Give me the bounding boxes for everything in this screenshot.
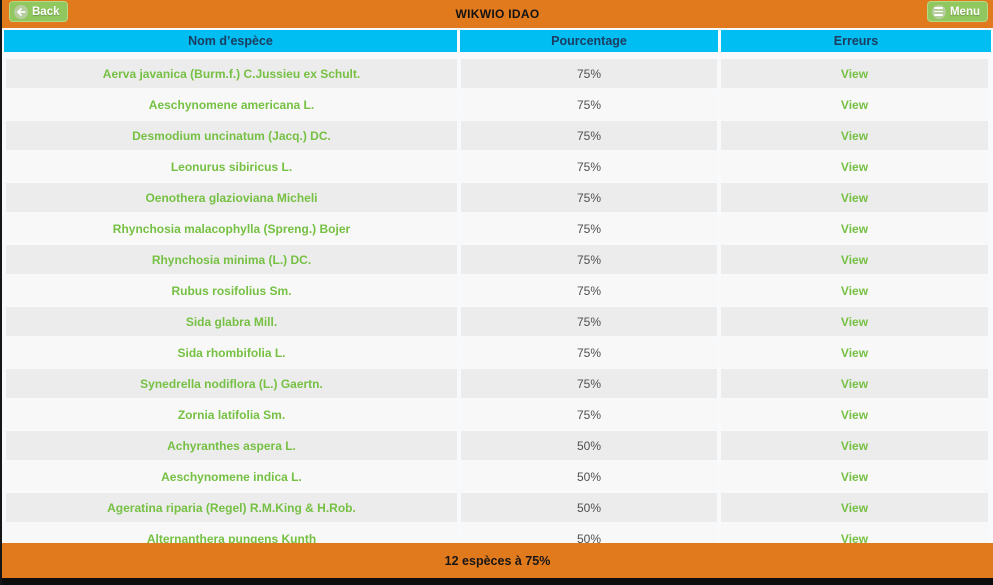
species-name-link[interactable]: Aeschynomene americana L. [6, 90, 457, 119]
species-name-link[interactable]: Rubus rosifolius Sm. [6, 276, 457, 305]
species-table-body: Aerva javanica (Burm.f.) C.Jussieu ex Sc… [6, 59, 988, 543]
table-row: Alternanthera pungens Kunth 50% View [6, 524, 988, 543]
view-link[interactable]: View [721, 90, 988, 119]
view-link[interactable]: View [721, 59, 988, 88]
view-link[interactable]: View [721, 369, 988, 398]
percentage-value: 75% [461, 400, 717, 429]
species-name-link[interactable]: Ageratina riparia (Regel) R.M.King & H.R… [6, 493, 457, 522]
back-button-label: Back [32, 5, 60, 18]
table-row: Aeschynomene americana L. 75% View [6, 90, 988, 119]
species-name-link[interactable]: Sida glabra Mill. [6, 307, 457, 336]
table-row: Rhynchosia malacophylla (Spreng.) Bojer 7… [6, 214, 988, 243]
view-link[interactable]: View [721, 462, 988, 491]
percentage-value: 50% [461, 524, 717, 543]
back-button[interactable]: Back [9, 1, 68, 22]
table-row: Sida glabra Mill. 75% View [6, 307, 988, 336]
view-link[interactable]: View [721, 245, 988, 274]
percentage-value: 75% [461, 121, 717, 150]
percentage-value: 75% [461, 183, 717, 212]
column-header-percentage: Pourcentage [460, 30, 718, 52]
app-header: WIKWIO IDAO Back Menu [2, 0, 993, 28]
column-header-species: Nom d’espèce [4, 30, 457, 52]
view-link[interactable]: View [721, 493, 988, 522]
percentage-value: 75% [461, 276, 717, 305]
species-name-link[interactable]: Alternanthera pungens Kunth [6, 524, 457, 543]
menu-button[interactable]: Menu [926, 1, 988, 22]
species-name-link[interactable]: Desmodium uncinatum (Jacq.) DC. [6, 121, 457, 150]
percentage-value: 75% [461, 90, 717, 119]
table-row: Rubus rosifolius Sm. 75% View [6, 276, 988, 305]
species-name-link[interactable]: Leonurus sibiricus L. [6, 152, 457, 181]
species-name-link[interactable]: Zornia latifolia Sm. [6, 400, 457, 429]
species-name-link[interactable]: Aerva javanica (Burm.f.) C.Jussieu ex Sc… [6, 59, 457, 88]
summary-bar: 12 espèces à 75% [2, 543, 993, 578]
view-link[interactable]: View [721, 400, 988, 429]
column-header-errors: Erreurs [721, 30, 991, 52]
view-link[interactable]: View [721, 524, 988, 543]
view-link[interactable]: View [721, 214, 988, 243]
species-name-link[interactable]: Rhynchosia malacophylla (Spreng.) Bojer [6, 214, 457, 243]
percentage-value: 75% [461, 152, 717, 181]
table-row: Zornia latifolia Sm. 75% View [6, 400, 988, 429]
table-row: Oenothera glazioviana Micheli 75% View [6, 183, 988, 212]
table-row: Desmodium uncinatum (Jacq.) DC. 75% View [6, 121, 988, 150]
species-name-link[interactable]: Aeschynomene indica L. [6, 462, 457, 491]
table-row: Aerva javanica (Burm.f.) C.Jussieu ex Sc… [6, 59, 988, 88]
table-row: Sida rhombifolia L. 75% View [6, 338, 988, 367]
menu-button-label: Menu [949, 5, 980, 18]
table-row: Rhynchosia minima (L.) DC. 75% View [6, 245, 988, 274]
species-name-link[interactable]: Achyranthes aspera L. [6, 431, 457, 460]
species-name-link[interactable]: Rhynchosia minima (L.) DC. [6, 245, 457, 274]
species-name-link[interactable]: Oenothera glazioviana Micheli [6, 183, 457, 212]
view-link[interactable]: View [721, 152, 988, 181]
table-row: Aeschynomene indica L. 50% View [6, 462, 988, 491]
percentage-value: 50% [461, 493, 717, 522]
percentage-value: 75% [461, 338, 717, 367]
bottom-bar [2, 578, 993, 585]
table-header-row: Nom d’espèce Pourcentage Erreurs [4, 30, 991, 52]
view-link[interactable]: View [721, 338, 988, 367]
page-title: WIKWIO IDAO [455, 7, 540, 21]
percentage-value: 50% [461, 462, 717, 491]
arrow-left-icon [14, 4, 28, 19]
percentage-value: 75% [461, 245, 717, 274]
percentage-value: 75% [461, 214, 717, 243]
view-link[interactable]: View [721, 307, 988, 336]
table-row: Leonurus sibiricus L. 75% View [6, 152, 988, 181]
table-row: Achyranthes aspera L. 50% View [6, 431, 988, 460]
view-link[interactable]: View [721, 431, 988, 460]
summary-text: 12 espèces à 75% [444, 553, 551, 568]
species-name-link[interactable]: Sida rhombifolia L. [6, 338, 457, 367]
view-link[interactable]: View [721, 276, 988, 305]
percentage-value: 50% [461, 431, 717, 460]
view-link[interactable]: View [721, 121, 988, 150]
species-name-link[interactable]: Synedrella nodiflora (L.) Gaertn. [6, 369, 457, 398]
percentage-value: 75% [461, 59, 717, 88]
hamburger-icon [931, 4, 946, 19]
table-row: Synedrella nodiflora (L.) Gaertn. 75% View [6, 369, 988, 398]
percentage-value: 75% [461, 307, 717, 336]
percentage-value: 75% [461, 369, 717, 398]
view-link[interactable]: View [721, 183, 988, 212]
table-row: Ageratina riparia (Regel) R.M.King & H.R… [6, 493, 988, 522]
